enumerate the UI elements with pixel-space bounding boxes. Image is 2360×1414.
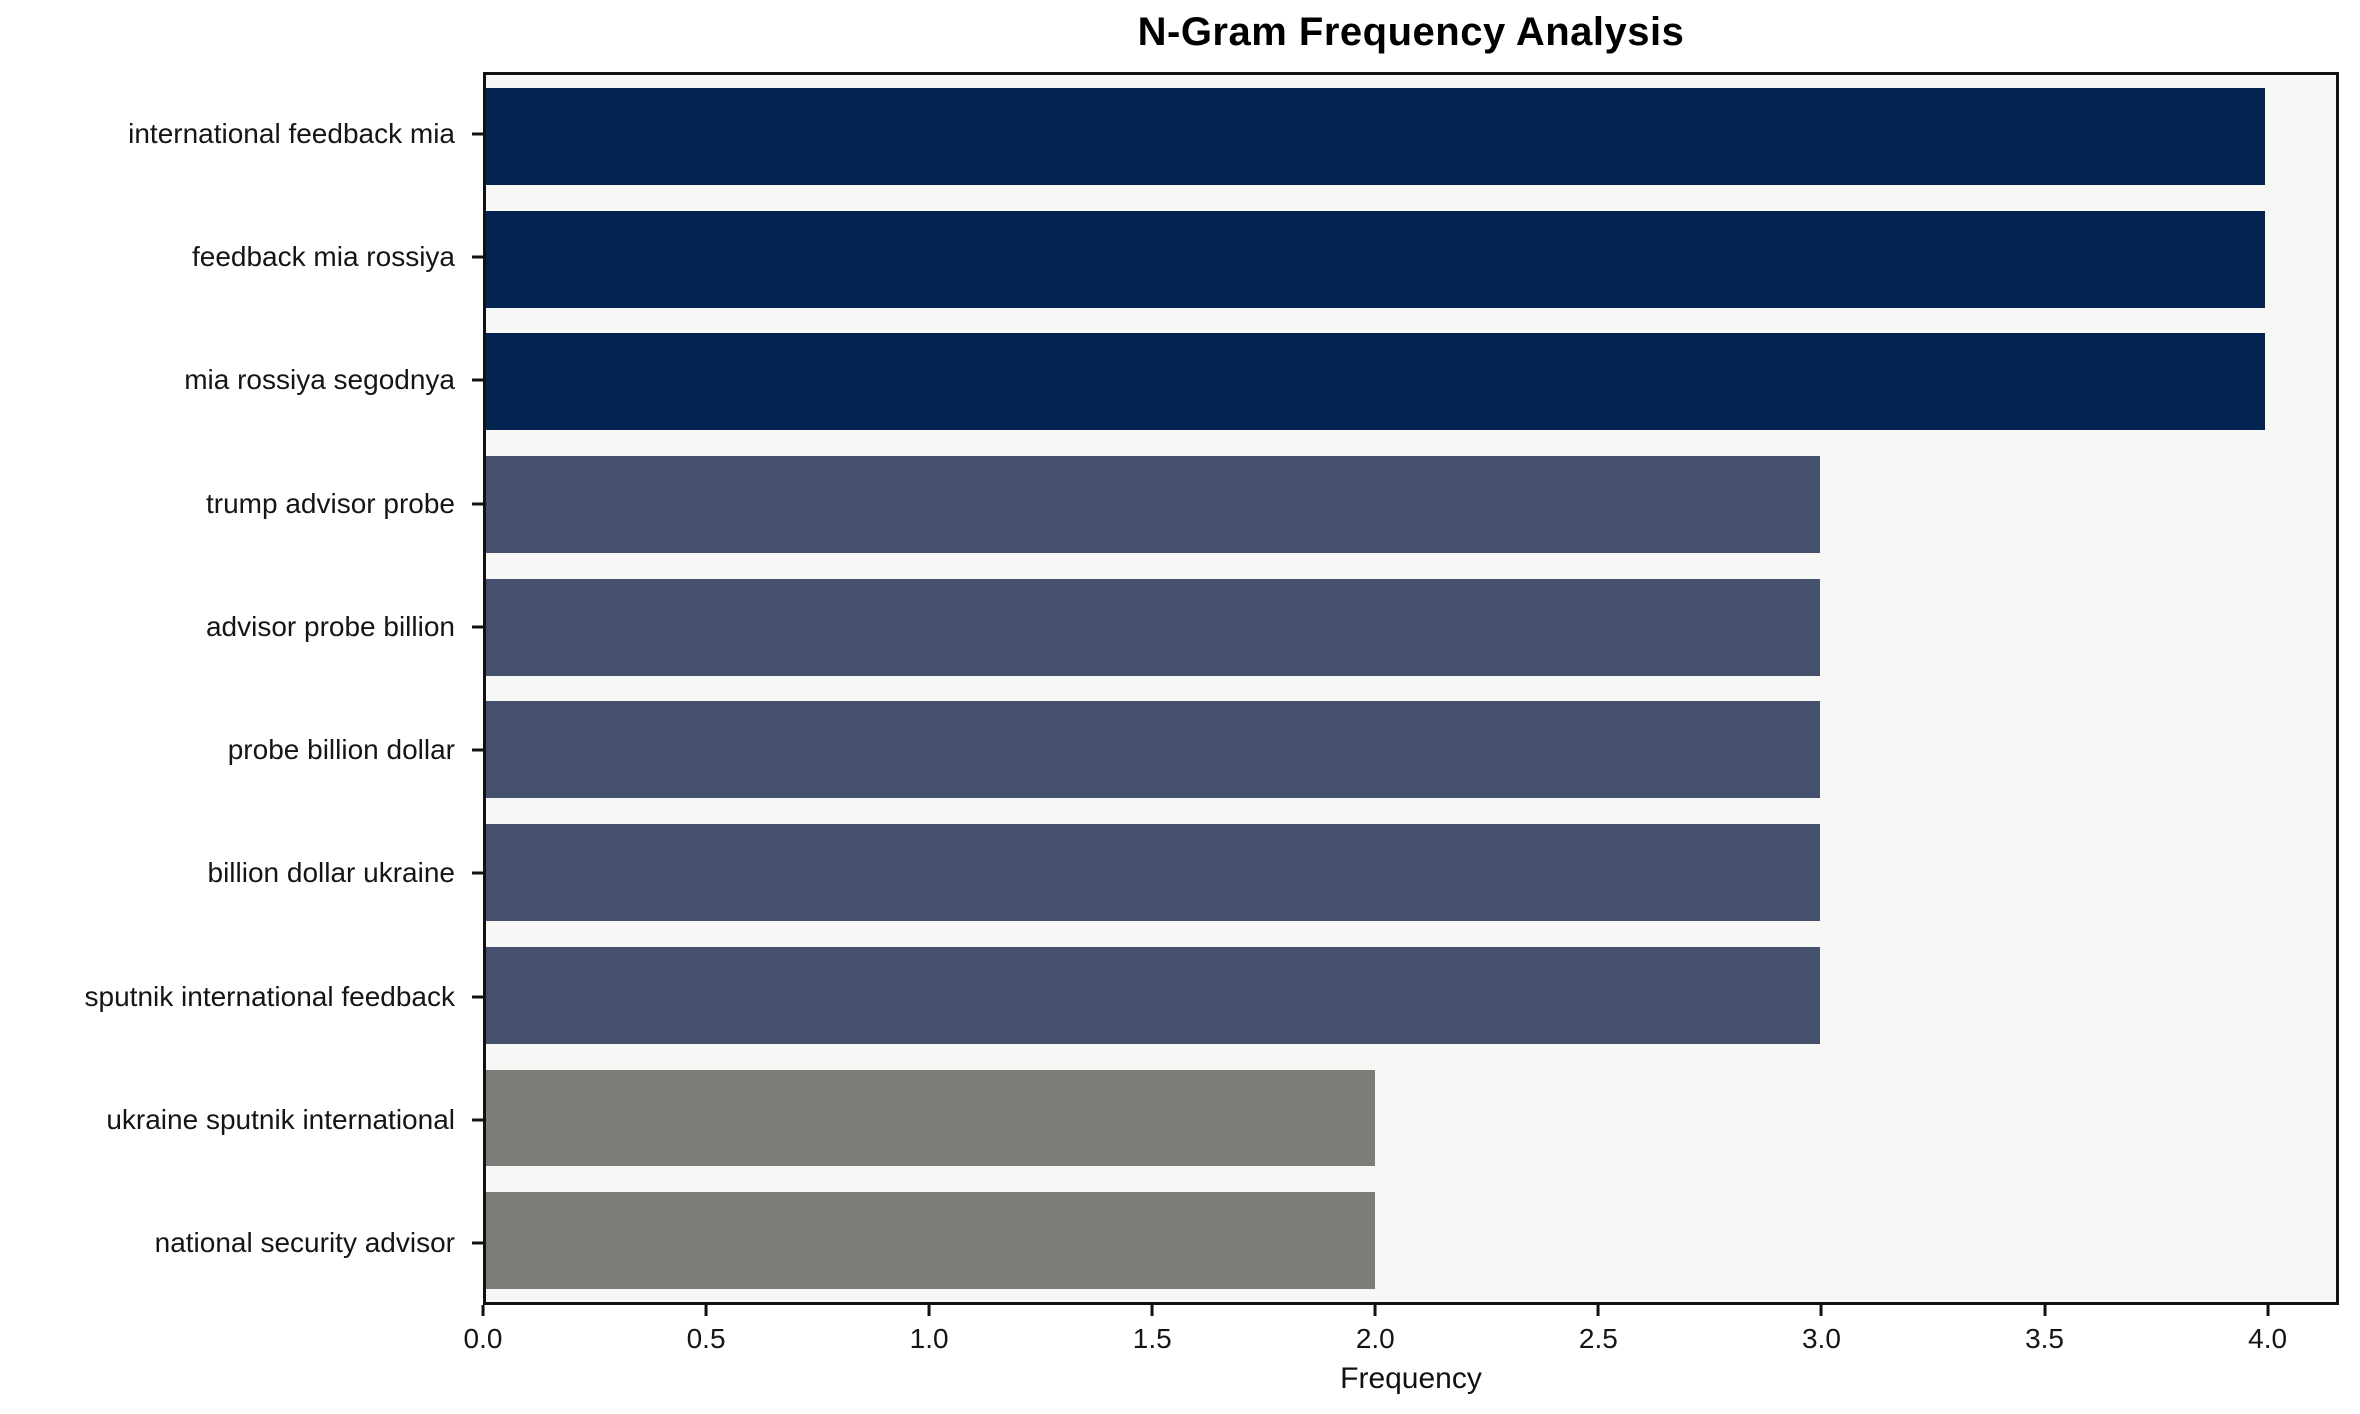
bar-row <box>486 811 2336 934</box>
y-tick-mark <box>472 625 483 629</box>
bar-row <box>486 198 2336 321</box>
y-tick-row: advisor probe billion <box>0 565 483 688</box>
x-tick-label: 0.5 <box>686 1323 726 1354</box>
x-tick-mark <box>481 1305 485 1316</box>
x-tick-label: 2.0 <box>1355 1323 1395 1354</box>
bar-row <box>486 1179 2336 1302</box>
x-tick-mark <box>1150 1305 1154 1316</box>
bar-probe-billion-dollar <box>486 701 1821 799</box>
y-tick-mark <box>472 378 483 382</box>
x-tick-mark <box>1596 1305 1600 1316</box>
bar-row <box>486 566 2336 689</box>
y-tick-row: national security advisor <box>0 1182 483 1305</box>
bar-international-feedback-mia <box>486 87 2265 185</box>
y-tick-row: sputnik international feedback <box>0 935 483 1058</box>
y-tick-mark <box>472 748 483 752</box>
bar-trump-advisor-probe <box>486 456 1821 553</box>
x-tick-label: 4.0 <box>2248 1323 2288 1354</box>
y-tick-label: feedback mia rossiya <box>191 240 455 272</box>
bar-mia-rossiya-segodnya <box>486 333 2265 431</box>
y-tick-label: mia rossiya segodnya <box>184 364 455 396</box>
x-tick-mark <box>2266 1305 2270 1316</box>
y-tick-row: probe billion dollar <box>0 688 483 811</box>
x-tick: 2.0 <box>1356 1305 1395 1355</box>
y-tick-row: mia rossiya segodnya <box>0 319 483 442</box>
y-tick-mark <box>472 871 483 875</box>
x-tick: 2.5 <box>1579 1305 1618 1355</box>
plot-area <box>483 72 2339 1305</box>
bar-ukraine-sputnik-international <box>486 1069 1376 1167</box>
x-tick-mark <box>927 1305 931 1316</box>
x-tick-mark <box>1373 1305 1377 1316</box>
y-tick-label: advisor probe billion <box>205 610 455 642</box>
y-tick-mark <box>472 1241 483 1245</box>
y-tick-row: trump advisor probe <box>0 442 483 565</box>
y-axis: international feedback mia feedback mia … <box>0 72 483 1305</box>
y-tick-label: billion dollar ukraine <box>207 857 455 889</box>
x-tick-label: 1.0 <box>909 1323 949 1354</box>
y-tick-row: ukraine sputnik international <box>0 1058 483 1181</box>
x-tick-mark <box>2043 1305 2047 1316</box>
x-axis-title: Frequency <box>1340 1362 1482 1395</box>
x-tick-label: 2.5 <box>1578 1323 1618 1354</box>
x-tick-label: 3.5 <box>2025 1323 2064 1354</box>
y-tick-mark <box>472 502 483 506</box>
y-tick-mark <box>472 255 483 259</box>
x-tick: 3.5 <box>2025 1305 2064 1355</box>
bar-feedback-mia-rossiya <box>486 210 2265 308</box>
y-tick-mark <box>472 995 483 999</box>
x-tick: 3.0 <box>1802 1305 1841 1355</box>
bar-row <box>486 443 2336 566</box>
bar-billion-dollar-ukraine <box>486 824 1821 922</box>
x-tick-label: 1.5 <box>1132 1323 1172 1354</box>
y-tick-mark <box>472 132 483 136</box>
x-tick-mark <box>704 1305 708 1316</box>
bar-row <box>486 1057 2336 1180</box>
y-tick-row: billion dollar ukraine <box>0 812 483 935</box>
y-tick-label: trump advisor probe <box>205 487 455 519</box>
bar-row <box>486 934 2336 1057</box>
bar-advisor-probe-billion <box>486 578 1821 676</box>
x-tick-label: 3.0 <box>1801 1323 1841 1354</box>
bar-row <box>486 689 2336 812</box>
x-tick-mark <box>1819 1305 1823 1316</box>
x-tick: 4.0 <box>2248 1305 2287 1355</box>
y-tick-label: national security advisor <box>154 1227 455 1259</box>
y-tick-row: international feedback mia <box>0 72 483 195</box>
x-tick-label: 0.0 <box>463 1323 503 1354</box>
y-tick-mark <box>472 1118 483 1122</box>
x-tick: 0.0 <box>463 1305 503 1355</box>
x-axis: 0.0 0.5 1.0 1.5 2.0 2.5 3.0 3.5 4.0 <box>464 1305 2339 1385</box>
y-tick-label: international feedback mia <box>128 117 455 149</box>
y-tick-row: feedback mia rossiya <box>0 195 483 318</box>
bar-row <box>486 75 2336 198</box>
y-tick-label: probe billion dollar <box>227 734 455 766</box>
x-tick: 1.0 <box>910 1305 949 1355</box>
bar-row <box>486 320 2336 443</box>
bar-national-security-advisor <box>486 1192 1376 1290</box>
y-tick-label: ukraine sputnik international <box>106 1104 455 1136</box>
x-tick: 0.5 <box>687 1305 726 1355</box>
chart-title: N-Gram Frequency Analysis <box>1137 10 1685 54</box>
bar-sputnik-international-feedback <box>486 946 1821 1044</box>
x-tick: 1.5 <box>1133 1305 1172 1355</box>
y-tick-label: sputnik international feedback <box>84 980 455 1012</box>
